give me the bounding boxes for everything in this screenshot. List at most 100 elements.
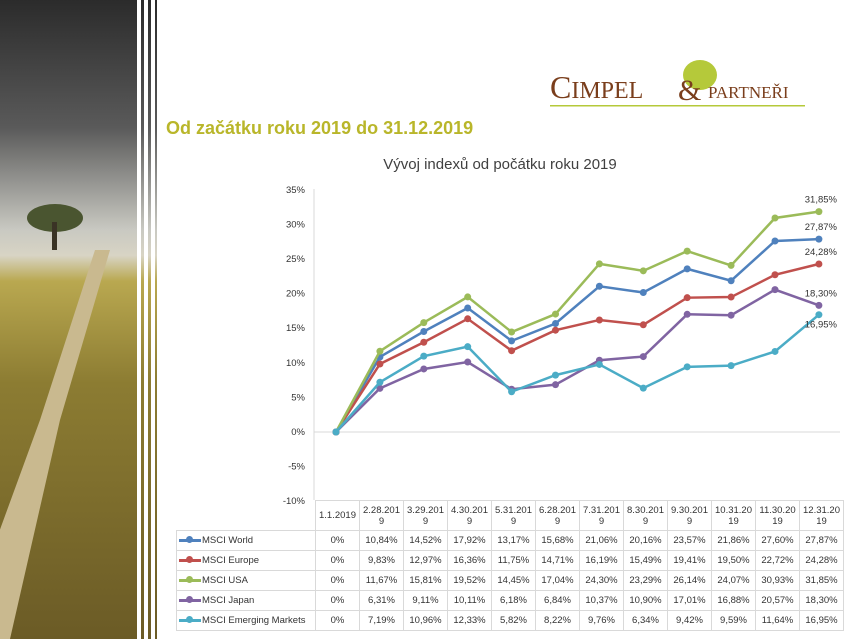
legend-key-icon [179,576,201,584]
table-cell: 6,34% [623,610,668,631]
y-tick-label: 30% [286,219,306,230]
table-cell: 20,57% [755,590,800,611]
chart-title: Vývoj indexů od počátku roku 2019 [383,156,617,173]
data-table: 1.1.2019 2.28.201 9 3.29.201 9 4.30.201 9 5.31.… [176,500,844,631]
data-point [595,316,603,324]
table-row: MSCI USA 0% 11,67% 15,81% 19,52% 14,45% 17,04%… [176,570,844,591]
table-row: MSCI Emerging Markets 0% 7,19% 10,96% 12,33%… [176,610,844,631]
table-cell: 10,90% [623,590,668,611]
end-data-label: 24,28% [805,247,838,258]
data-point [420,328,428,336]
data-point [464,304,472,312]
data-point [683,363,691,371]
table-cell: 0% [315,590,360,611]
table-cell: 11,75% [491,550,536,571]
data-point [376,360,384,368]
data-point [815,260,823,268]
y-tick-label: 15% [286,323,306,334]
data-point [815,301,823,309]
decorative-stripe [144,0,148,639]
decorative-stripe [151,0,155,639]
table-cell: 31,85% [799,570,844,591]
legend-entry: MSCI USA [176,570,316,591]
table-cell: 16,95% [799,610,844,631]
table-cell: 8,22% [535,610,580,631]
table-cell: 19,41% [667,550,712,571]
data-point [683,247,691,255]
table-cell: 10,37% [579,590,624,611]
data-point [639,353,647,361]
table-cell: 24,30% [579,570,624,591]
category-header: 5.31.201 9 [491,500,536,531]
legend-key-icon [179,556,201,564]
y-tick-label: 0% [291,427,305,438]
y-tick-label: 35% [286,185,306,196]
table-cell: 14,71% [535,550,580,571]
table-cell: 27,87% [799,530,844,551]
table-cell: 12,97% [403,550,448,571]
data-point [552,310,559,318]
end-data-label: 18,30% [805,288,838,299]
y-tick-label: 10% [286,358,306,369]
table-cell: 0% [315,570,360,591]
data-point [552,326,559,334]
table-cell: 17,04% [535,570,580,591]
table-cell: 9,59% [711,610,756,631]
table-cell: 19,50% [711,550,756,571]
table-cell: 16,19% [579,550,624,571]
table-header-row: 1.1.2019 2.28.201 9 3.29.201 9 4.30.201 9 5.31.… [176,500,844,531]
table-cell: 26,14% [667,570,712,591]
data-point [727,261,735,269]
legend-entry: MSCI Emerging Markets [176,610,316,631]
data-point [420,319,428,327]
category-header: 8.30.201 9 [623,500,668,531]
data-point [420,338,428,346]
table-cell: 27,60% [755,530,800,551]
table-cell: 30,93% [755,570,800,591]
data-point [771,347,779,355]
data-point [552,319,559,327]
category-header: 6.28.201 9 [535,500,580,531]
data-point [683,310,691,318]
data-point [508,337,516,345]
table-cell: 0% [315,530,360,551]
data-point [595,360,603,368]
svg-text:PARTNEŘI: PARTNEŘI [708,83,789,102]
legend-key-icon [179,616,201,624]
legend-key-icon [179,596,201,604]
category-header: 3.29.201 9 [403,500,448,531]
data-point [332,428,340,436]
table-row: MSCI Japan 0% 6,31% 9,11% 10,11% 6,18% 6,84% 10… [176,590,844,611]
y-tick-label: 5% [291,392,305,403]
y-tick-label: 20% [286,289,306,300]
data-point [727,362,735,370]
decorative-stripe [137,0,141,639]
data-point [508,328,516,336]
category-header: 4.30.201 9 [447,500,492,531]
table-cell: 7,19% [359,610,404,631]
table-cell: 6,18% [491,590,536,611]
data-point [508,347,516,355]
data-point [595,260,603,268]
data-point [595,282,603,290]
table-cell: 24,07% [711,570,756,591]
data-point [639,267,647,275]
legend-key-icon [179,536,201,544]
table-cell: 14,52% [403,530,448,551]
category-header: 10.31.20 19 [711,500,756,531]
table-cell: 0% [315,550,360,571]
category-header: 12.31.20 19 [799,500,844,531]
data-point [376,384,384,392]
end-data-label: 16,95% [805,320,838,331]
data-point [376,378,384,386]
table-cell: 6,31% [359,590,404,611]
table-cell: 11,67% [359,570,404,591]
data-point [464,358,472,366]
data-point [683,265,691,273]
table-cell: 21,06% [579,530,624,551]
category-header: 11.30.20 19 [755,500,800,531]
table-cell: 18,30% [799,590,844,611]
data-point [771,214,779,222]
table-cell: 21,86% [711,530,756,551]
